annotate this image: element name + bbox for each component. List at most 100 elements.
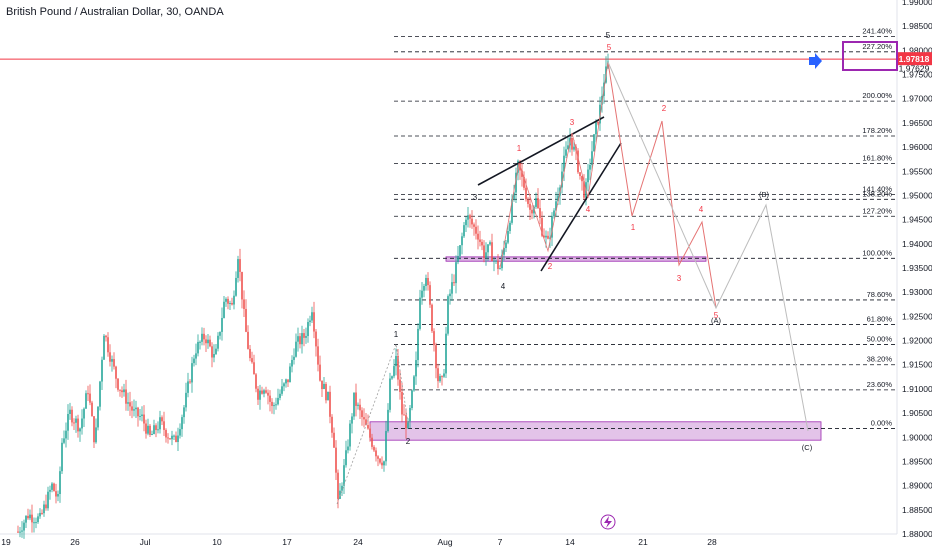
candle <box>145 423 147 434</box>
candle <box>371 437 373 447</box>
candle <box>181 417 183 430</box>
candle <box>161 417 163 422</box>
candle <box>337 472 339 499</box>
candle <box>323 383 325 390</box>
candle <box>421 290 423 298</box>
candle <box>387 409 389 432</box>
candle <box>31 514 33 523</box>
candle <box>483 245 485 258</box>
fib-level-label: 241.40% <box>862 26 892 35</box>
candle <box>551 216 553 238</box>
candle <box>361 410 363 418</box>
candle <box>507 230 509 243</box>
candle <box>187 381 189 393</box>
candle <box>23 522 25 531</box>
fib-level-label: 0.00% <box>871 419 893 428</box>
candle <box>83 408 85 419</box>
candle <box>63 438 65 443</box>
fib-level-label: 127.20% <box>862 206 892 215</box>
candle <box>511 198 513 223</box>
candle <box>467 215 469 220</box>
candle <box>167 437 169 439</box>
arrow-right-icon <box>809 53 822 69</box>
wedge-upper-line <box>477 116 605 186</box>
candle <box>261 390 263 394</box>
wave-label: 3 <box>473 193 478 202</box>
y-tick-label: 1.89500 <box>902 456 932 466</box>
y-tick-label: 1.91500 <box>902 360 932 370</box>
candle <box>329 391 331 417</box>
candle <box>443 373 445 377</box>
candle <box>85 393 87 409</box>
candle <box>503 248 505 255</box>
chart-title: British Pound / Australian Dollar, 30, O… <box>6 6 224 18</box>
y-tick-label: 1.88500 <box>902 505 932 515</box>
candle <box>265 390 267 393</box>
y-tick-label: 1.91000 <box>902 384 932 394</box>
y-tick-label: 1.90500 <box>902 408 932 418</box>
candle <box>139 415 141 417</box>
internal-wave-line <box>499 61 609 269</box>
candle <box>533 206 535 214</box>
candle <box>281 386 283 394</box>
highlight-box <box>842 41 898 71</box>
candle <box>41 512 43 514</box>
candle <box>537 198 539 209</box>
candle <box>253 362 255 375</box>
candle <box>165 429 167 438</box>
candle <box>373 446 375 451</box>
candle <box>313 312 315 332</box>
fib-level-label: 38.20% <box>867 355 893 364</box>
candle <box>355 392 357 406</box>
projection-label: 2 <box>662 104 667 113</box>
candle <box>121 390 123 393</box>
candle <box>357 404 359 406</box>
y-tick-label: 1.95000 <box>902 190 932 200</box>
candle <box>595 121 597 135</box>
candle <box>293 356 295 360</box>
candle <box>111 359 113 362</box>
candle <box>435 345 437 369</box>
candle <box>267 392 269 396</box>
candle <box>573 146 575 150</box>
candle <box>383 461 385 466</box>
candle <box>553 210 555 217</box>
fib-level-label: 141.40% <box>862 184 892 193</box>
fib-level-label: 200.00% <box>862 91 892 100</box>
candle <box>203 333 205 340</box>
candle <box>99 381 101 407</box>
y-tick-label: 1.97000 <box>902 94 932 104</box>
candle <box>259 390 261 400</box>
candle <box>255 374 257 389</box>
candle <box>515 172 517 193</box>
candle <box>231 302 233 305</box>
candle <box>411 390 413 409</box>
candle <box>501 254 503 269</box>
candle <box>475 226 477 234</box>
candle <box>43 504 45 514</box>
candle <box>305 336 307 338</box>
candle <box>461 236 463 246</box>
candle <box>367 425 369 429</box>
candle <box>385 431 387 462</box>
candle <box>245 308 247 332</box>
candle <box>315 331 317 347</box>
candle <box>143 414 145 424</box>
candle <box>431 304 433 332</box>
candle <box>71 409 73 423</box>
wave-label: 5 <box>606 31 611 40</box>
candle <box>219 331 221 336</box>
candle <box>205 339 207 344</box>
candle <box>381 462 383 466</box>
candle <box>223 301 225 318</box>
candle <box>469 215 471 219</box>
candle <box>309 320 311 323</box>
candle <box>277 397 279 405</box>
candle <box>465 219 467 226</box>
wave-label: 2 <box>548 262 553 271</box>
candle <box>57 493 59 497</box>
candle <box>545 235 547 238</box>
candle <box>317 346 319 365</box>
